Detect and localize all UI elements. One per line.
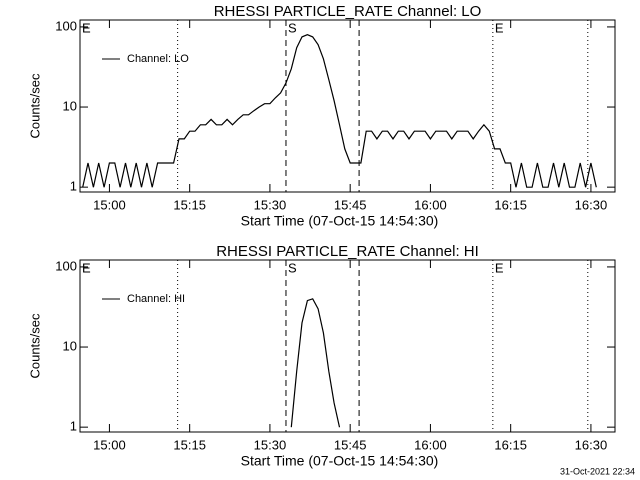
x-tick-label: 15:45 [334, 197, 367, 212]
x-axis-label: Start Time (07-Oct-15 14:54:30) [241, 453, 439, 469]
annotation: E [495, 260, 504, 275]
y-tick-label: 1 [70, 179, 77, 194]
y-axis-label: Counts/sec [27, 73, 42, 139]
x-tick-label: 16:15 [494, 437, 527, 452]
x-tick-label: 16:15 [494, 197, 527, 212]
x-tick-label: 15:00 [93, 197, 126, 212]
legend-label: Channel: HI [127, 293, 185, 305]
x-tick-label: 15:15 [173, 437, 206, 452]
chart-title: RHESSI PARTICLE_RATE Channel: HI [216, 243, 479, 260]
y-tick-label: 10 [63, 338, 77, 353]
x-tick-label: 15:00 [93, 437, 126, 452]
x-tick-label: 15:45 [334, 437, 367, 452]
data-line [82, 34, 597, 188]
y-tick-label: 100 [55, 258, 77, 273]
y-tick-label: 100 [55, 18, 77, 33]
annotation: E [82, 20, 91, 35]
x-tick-label: 15:15 [173, 197, 206, 212]
y-axis-label: Counts/sec [27, 313, 42, 379]
x-axis-label: Start Time (07-Oct-15 14:54:30) [241, 213, 439, 229]
data-line [290, 298, 341, 428]
x-tick-label: 16:00 [414, 197, 447, 212]
footer: 31-Oct-2021 22:34 [560, 466, 635, 476]
x-tick-label: 16:30 [575, 197, 608, 212]
x-tick-label: 16:00 [414, 437, 447, 452]
annotation: E [495, 20, 504, 35]
annotation: S [288, 20, 297, 35]
x-tick-label: 15:30 [254, 437, 287, 452]
x-tick-label: 15:30 [254, 197, 287, 212]
x-tick-label: 16:30 [575, 437, 608, 452]
y-tick-label: 10 [63, 98, 77, 113]
chart-title: RHESSI PARTICLE_RATE Channel: LO [214, 3, 482, 20]
legend-label: Channel: LO [127, 53, 189, 65]
plot-frame [79, 19, 616, 193]
y-tick-label: 1 [70, 419, 77, 434]
plot-frame [79, 259, 616, 433]
annotation: S [288, 260, 297, 275]
annotation: E [82, 260, 91, 275]
